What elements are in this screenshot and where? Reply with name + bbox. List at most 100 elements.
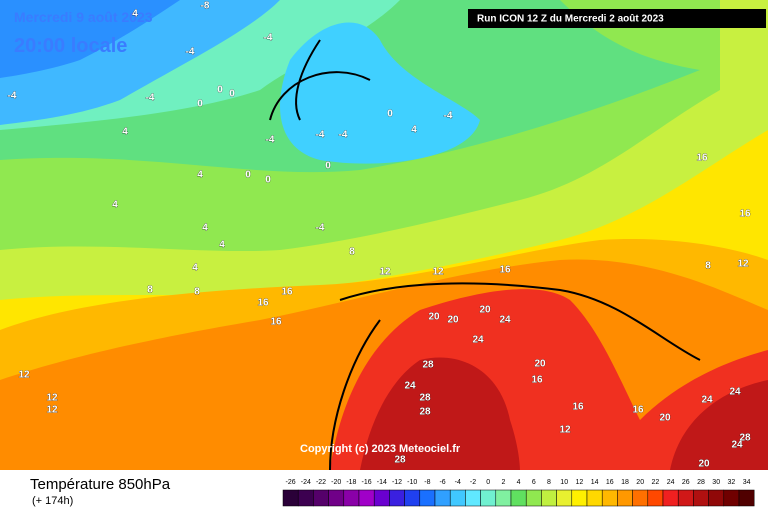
footer-title: Température 850hPa — [30, 476, 171, 493]
contour-label: 24 — [404, 381, 416, 392]
map-time: 20:00 locale — [14, 35, 127, 57]
contour-label: 4 — [219, 240, 225, 251]
contour-label: -8 — [201, 1, 210, 12]
colorbar-swatch — [541, 489, 557, 507]
contour-label: -4 — [186, 47, 195, 58]
contour-label: 28 — [419, 393, 431, 404]
contour-label: 12 — [46, 393, 58, 404]
colorbar-swatch — [677, 489, 694, 507]
colorbar-label: 6 — [532, 479, 536, 486]
contour-label: 12 — [46, 405, 58, 416]
contour-label: 8 — [705, 261, 711, 272]
contour-label: 4 — [197, 170, 203, 181]
colorbar-label: 22 — [652, 479, 660, 486]
colorbar-label: -6 — [439, 479, 445, 486]
contour-label: 0 — [325, 161, 331, 172]
colorbar-swatch — [601, 489, 618, 507]
contour-label: 0 — [245, 170, 251, 181]
colorbar-swatch — [419, 489, 436, 507]
colorbar-label: -8 — [424, 479, 430, 486]
contour-label: 24 — [701, 395, 713, 406]
colorbar-swatch — [586, 489, 603, 507]
contour-label: 24 — [499, 315, 511, 326]
colorbar-label: -16 — [362, 479, 372, 486]
colorbar-label: 12 — [576, 479, 584, 486]
colorbar-swatch — [617, 489, 633, 507]
colorbar-swatch — [647, 489, 664, 507]
colorbar-swatch — [662, 489, 679, 507]
run-info: Run ICON 12 Z du Mercredi 2 août 2023 — [477, 14, 664, 25]
colorbar-label: 28 — [697, 479, 705, 486]
colorbar-label: -22 — [316, 479, 326, 486]
colorbar-swatch — [389, 489, 405, 507]
colorbar-swatch — [404, 489, 421, 507]
contour-label: 16 — [739, 209, 751, 220]
contour-label: 12 — [559, 425, 571, 436]
contour-label: 16 — [281, 287, 293, 298]
contour-label: 16 — [257, 298, 269, 309]
contour-label: 4 — [122, 127, 128, 138]
colorbar-swatch — [373, 489, 390, 507]
contour-label: 8 — [147, 285, 153, 296]
contour-label: 12 — [379, 267, 391, 278]
contour-label: 12 — [18, 370, 30, 381]
map-date: Mercredi 9 août 2023 — [14, 9, 153, 25]
colorbar-label: -10 — [407, 479, 417, 486]
colorbar-swatch — [632, 489, 649, 507]
colorbar-label: -4 — [455, 479, 461, 486]
colorbar-swatch — [495, 489, 512, 507]
colorbar: -26 -24 -22 -20 -18 -16 -14 -12 -10 -8 -6 -4 -2 0 2 4 6 8… — [282, 479, 755, 507]
contour-label: 24 — [731, 440, 743, 451]
contour-label: -4 — [264, 33, 273, 44]
contour-label: -4 — [339, 130, 348, 141]
contour-label: 20 — [534, 359, 546, 370]
contour-label: 12 — [432, 267, 444, 278]
contour-label: 8 — [194, 287, 200, 298]
contour-label: 28 — [394, 455, 406, 466]
contour-label: 4 — [202, 223, 208, 234]
contour-label: -4 — [146, 93, 155, 104]
contour-label: 20 — [428, 312, 440, 323]
contour-label: 8 — [349, 247, 355, 258]
contour-label: 24 — [472, 335, 484, 346]
colorbar-swatch — [297, 489, 314, 507]
colorbar-label: 2 — [501, 479, 505, 486]
colorbar-label: 20 — [636, 479, 644, 486]
colorbar-label: -2 — [470, 479, 476, 486]
colorbar-swatch — [738, 489, 755, 507]
contour-label: 16 — [632, 405, 644, 416]
colorbar-label: 18 — [621, 479, 629, 486]
contour-label: 20 — [698, 459, 710, 470]
contour-label: -4 — [316, 130, 325, 141]
colorbar-swatch — [358, 489, 375, 507]
colorbar-swatch — [449, 489, 466, 507]
copyright: Copyright (c) 2023 Meteociel.fr — [300, 443, 461, 455]
colorbar-swatch — [465, 489, 481, 507]
colorbar-swatch — [343, 489, 360, 507]
contour-label: 16 — [572, 402, 584, 413]
colorbar-swatch — [693, 489, 709, 507]
contour-label: 28 — [419, 407, 431, 418]
colorbar-swatch — [510, 489, 527, 507]
contour-label: 20 — [447, 315, 459, 326]
colorbar-swatch — [708, 489, 725, 507]
contour-label: -4 — [444, 111, 453, 122]
contour-label: 16 — [696, 153, 708, 164]
colorbar-swatch — [434, 489, 451, 507]
colorbar-label: 8 — [547, 479, 551, 486]
contour-label: 12 — [737, 259, 749, 270]
colorbar-label: 0 — [486, 479, 490, 486]
colorbar-label: 32 — [728, 479, 736, 486]
colorbar-swatch — [556, 489, 573, 507]
run-banner — [468, 9, 766, 28]
colorbar-label: 4 — [517, 479, 521, 486]
colorbar-label: -12 — [392, 479, 402, 486]
contour-label: 4 — [411, 125, 417, 136]
contour-label: 20 — [659, 413, 671, 424]
contour-label: -4 — [8, 91, 17, 102]
colorbar-label: -20 — [331, 479, 341, 486]
contour-label: 16 — [499, 265, 511, 276]
